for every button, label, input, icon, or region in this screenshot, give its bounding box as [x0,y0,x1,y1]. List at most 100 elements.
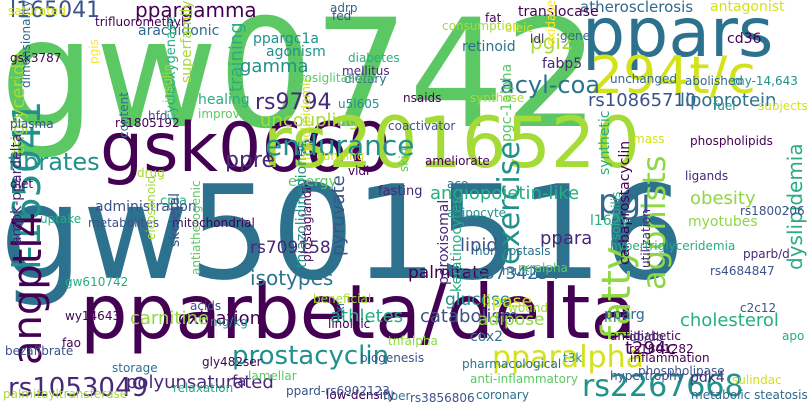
cloud-word: lipoprotein [680,90,777,111]
cloud-word: fiber [383,389,411,403]
cloud-word: mg/kg [210,315,248,329]
cloud-word: lipase [482,292,532,312]
cloud-word: synthase [470,91,525,105]
cloud-word: adrp [330,1,358,15]
cloud-word: 294t/c [590,46,756,106]
cloud-word: gly482ser [202,355,262,369]
cloud-word: subjects [758,99,808,113]
cloud-word: beneficial [313,292,372,306]
cloud-word: hypertrophy [610,369,684,383]
cloud-word: pparbeta/delta [80,268,637,356]
cloud-word: my-14,643 [733,74,798,88]
cloud-word: insulin [161,63,175,103]
cloud-word: agonism [266,44,326,60]
cloud-word: t294c [625,338,677,359]
cloud-word: carnitine [130,308,209,329]
cloud-word: gsk3787 [10,51,62,65]
cloud-word: ampk-ppardelta [9,133,25,245]
cloud-word: gw610742 [65,275,129,289]
cloud-word: hypolipidemic [299,76,313,160]
cloud-word: pparg [604,307,645,323]
cloud-word: ppars [582,0,774,73]
cloud-word: eicosanoid [144,175,158,240]
cloud-word: l165041 [10,0,101,23]
cloud-word: metabolites [88,216,160,230]
cloud-word: acids [190,299,222,313]
cloud-word: sulindac [732,373,782,387]
cloud-word: gene [560,29,590,43]
cloud-word: ldl [530,32,545,46]
cloud-word: metabolic steatosis [691,388,808,402]
cloud-word: improves [198,107,254,121]
cloud-word: pgis [87,39,101,64]
cloud-word: antidiabetic [610,329,681,343]
cloud-word: consumption [442,19,520,33]
cloud-word: lipid [460,235,498,256]
cloud-word: trifluoromethyl [95,15,185,29]
cloud-word: angiopoietin-like [430,183,580,204]
cloud-word: skin [397,147,411,172]
cloud-word: antagonist [710,0,785,15]
cloud-word: obesity [690,188,756,209]
cloud-word: wound [508,301,548,315]
cloud-word: uptake [40,212,82,226]
cloud-word: athletes [330,306,404,327]
cloud-word: linoleic [328,317,371,331]
cloud-word: wy14643 [65,309,121,323]
cloud-word: hypertriglyceridemia [610,239,736,253]
cloud-word: atherosclerosis [580,0,694,16]
cloud-word: cpla [160,194,187,209]
cloud-word: fabp5 [542,56,583,72]
cloud-word: unchanged [610,72,677,86]
cloud-word: synthetic [597,110,613,175]
cloud-word: rs2267668 [582,369,744,404]
cloud-word: l162v [590,213,629,229]
cloud-word: arachidonic [138,23,220,39]
cloud-word: pgi2 [530,30,574,54]
cloud-word: gsk0660 [100,109,392,188]
cloud-word: translocase [518,4,599,20]
cloud-word: fed [332,9,352,23]
cloud-word: gamma [240,56,309,77]
cloud-word: pparalpha [492,340,644,375]
cloud-word: mass [633,132,665,146]
cloud-word: content [117,92,131,138]
cloud-word: pdk4 [690,370,725,386]
cloud-word: catabolism [420,306,519,327]
cloud-word: cd36 [727,31,762,47]
cloud-word: gw0742 [0,0,600,162]
cloud-word: phospholipase [638,364,725,378]
cloud-word: palmitate [408,263,490,283]
cloud-word: solubilis [609,191,623,240]
cloud-word: saturated [8,4,66,18]
cloud-word: anti-inflammatory [470,372,578,386]
cloud-word: t3k [563,351,583,365]
cloud-word: cholesterol [680,310,779,331]
cloud-word: administration [95,199,197,215]
cloud-word: rs2016520 [263,102,641,184]
cloud-word: adipose [478,310,545,330]
cloud-word: rs1805192 [115,116,180,130]
cloud-word: rs3856806 [410,391,475,404]
cloud-word: phospholipids [690,134,773,148]
cloud-word: oxidation [178,308,262,329]
cloud-word: pgi [598,182,651,222]
cloud-word: aco [447,177,469,191]
cloud-word: palmitoyltransferase [3,387,128,401]
cloud-word: healing [198,92,250,108]
cloud-word: rs709158 [250,238,331,258]
cloud-word: fibrates [8,148,100,176]
cloud-word: relaxation [173,381,234,395]
cloud-word: ppara [540,228,593,249]
cloud-word: multifactor [502,264,568,278]
cloud-word: rxralpha [518,261,568,275]
cloud-word: coronary [476,388,529,402]
cloud-word: skeletal [167,193,183,247]
cloud-word: rosiglitazone [300,71,377,85]
cloud-word: coactivator [388,119,456,133]
cloud-word: fasting [378,184,423,199]
cloud-word: tnfalpha [388,334,438,348]
cloud-word: glucose [445,290,511,310]
cloud-word: storage [112,361,158,375]
